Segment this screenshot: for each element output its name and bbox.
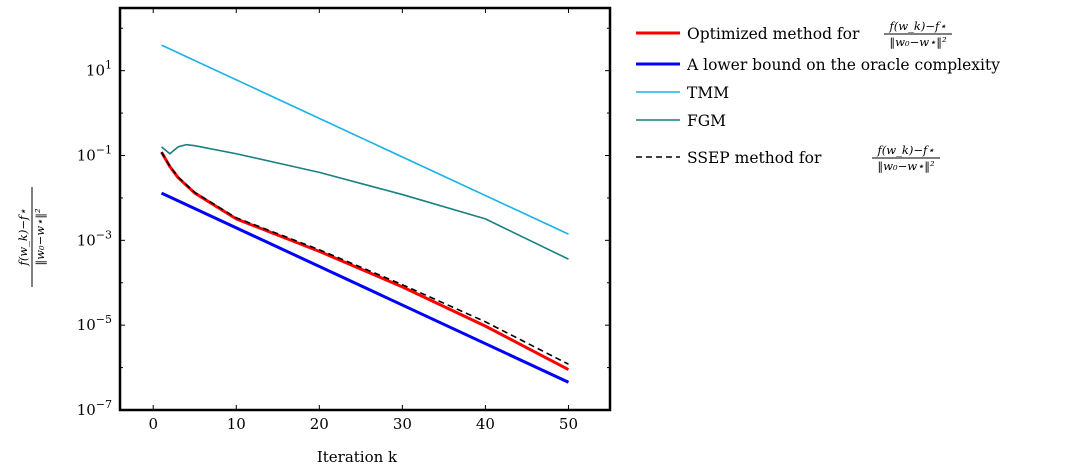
y-tick-label-0: 10−7 <box>77 398 112 419</box>
y-tick-label-2: 10−3 <box>77 228 112 249</box>
plot-frame <box>118 6 612 412</box>
legend-label-tmm: TMM <box>687 84 729 102</box>
y-axis-title: f(w_k)−f⋆ ‖w₀−w⋆‖² <box>16 187 48 287</box>
x-tick-label-1: 10 <box>227 415 246 433</box>
legend-frac-num-optimized: f(w_k)−f⋆ <box>889 19 947 33</box>
x-tick-label-2: 20 <box>310 415 329 433</box>
y-tick-label-4: 101 <box>86 59 112 80</box>
plot-area: 0 10 20 30 40 50 10−7 10−5 10−3 10−1 101 <box>77 6 612 433</box>
legend-frac-num-ssep: f(w_k)−f⋆ <box>877 143 935 157</box>
y-tick-label-1: 10−5 <box>77 313 112 334</box>
x-tick-label-0: 0 <box>148 415 158 433</box>
y-axis-title-denominator: ‖w₀−w⋆‖² <box>33 208 48 266</box>
series-line-3 <box>161 143 569 260</box>
legend-label-lower-bound: A lower bound on the oracle complexity <box>686 56 1000 74</box>
legend: Optimized method for f(w_k)−f⋆ ‖w₀−w⋆‖² … <box>636 19 1000 174</box>
y-tick-label-3: 10−1 <box>77 143 112 164</box>
x-axis-title: Iteration k <box>317 448 398 466</box>
legend-label-optimized: Optimized method for <box>687 25 860 43</box>
x-tick-label-4: 40 <box>476 415 495 433</box>
series-line-2 <box>161 44 569 235</box>
y-axis-title-numerator: f(w_k)−f⋆ <box>16 209 30 267</box>
legend-label-ssep: SSEP method for <box>687 149 822 167</box>
x-tick-label-5: 50 <box>559 415 578 433</box>
series-line-4 <box>160 151 569 365</box>
series-line-1 <box>160 191 570 384</box>
x-tick-label-3: 30 <box>393 415 412 433</box>
legend-frac-den-ssep: ‖w₀−w⋆‖² <box>877 159 935 174</box>
legend-frac-den-optimized: ‖w₀−w⋆‖² <box>889 35 947 50</box>
legend-label-fgm: FGM <box>687 112 726 130</box>
